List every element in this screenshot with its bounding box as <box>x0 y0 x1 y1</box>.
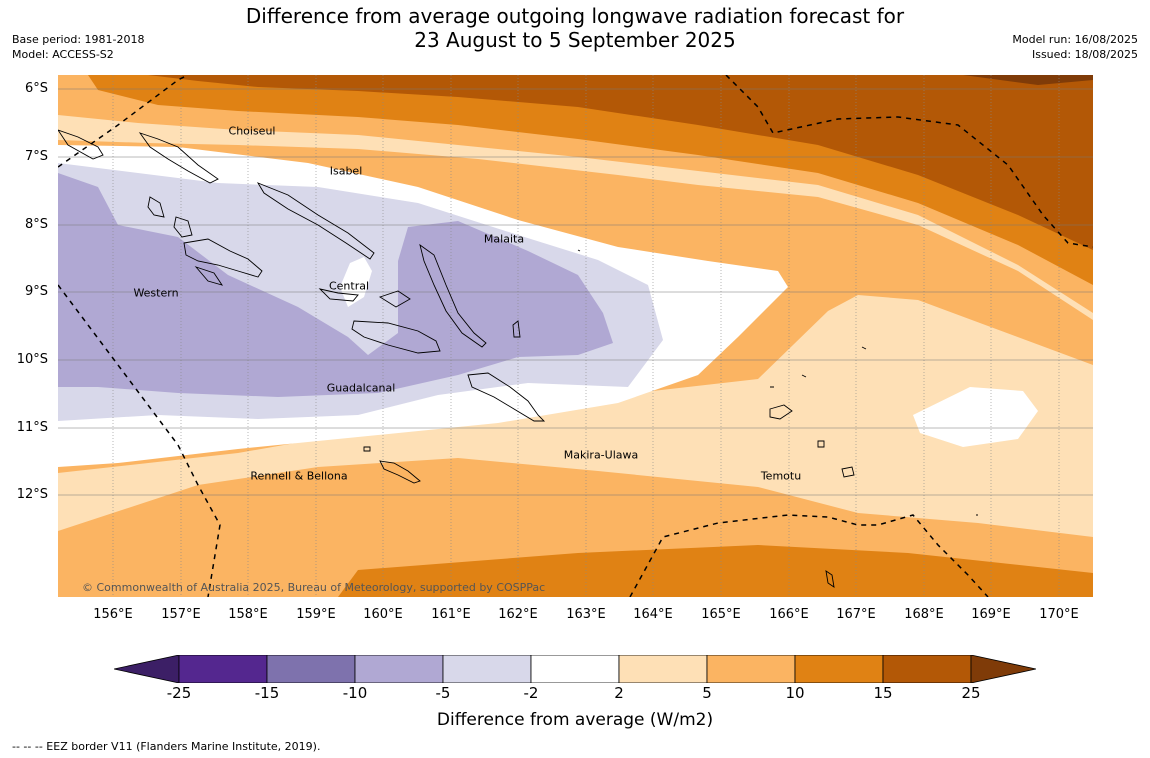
copyright-text: © Commonwealth of Australia 2025, Bureau… <box>82 581 546 594</box>
lon-label-159e: 159°E <box>296 607 336 622</box>
lon-label-168e: 168°E <box>904 607 944 622</box>
lat-label-11s: 11°S <box>16 420 48 435</box>
map-panel <box>58 75 1093 597</box>
santa-cruz-coast <box>769 404 793 420</box>
isabel-coast <box>256 182 375 260</box>
lat-label-9s: 9°S <box>24 284 48 299</box>
vanikoro-coast <box>841 466 855 478</box>
lon-label-156e: 156°E <box>93 607 133 622</box>
bellona-coast <box>363 446 371 452</box>
chart-title: Difference from average outgoing longwav… <box>0 4 1150 52</box>
lon-label-169e: 169°E <box>971 607 1011 622</box>
lat-label-6s: 6°S <box>24 81 48 96</box>
colorbar-tick-neg5: -5 <box>435 684 451 702</box>
colorbar-segment <box>882 655 972 683</box>
colorbar-tick-neg25: -25 <box>166 684 192 702</box>
fill-neutral-east <box>913 387 1038 447</box>
fill-neutral-hole <box>340 257 372 307</box>
lat-label-7s: 7°S <box>24 149 48 164</box>
choiseul-coast <box>138 132 219 184</box>
rennell-coast <box>379 460 421 484</box>
place-label-isabel: Isabel <box>329 164 363 178</box>
title-line-1: Difference from average outgoing longwav… <box>245 4 905 28</box>
fill-10-15-south <box>338 545 1093 597</box>
lat-label-10s: 10°S <box>16 352 48 367</box>
fill-over-25 <box>963 75 1093 85</box>
model-run: Model run: 16/08/2025 <box>1012 33 1138 46</box>
place-label-western: Western <box>133 286 179 300</box>
makira-coast <box>467 372 546 422</box>
contour-fills <box>58 75 1093 597</box>
colorbar-tick-25: 25 <box>961 684 981 702</box>
lon-label-167e: 167°E <box>836 607 876 622</box>
lon-label-170e: 170°E <box>1039 607 1079 622</box>
gridlines <box>58 75 1093 597</box>
colorbar-segment <box>530 655 620 683</box>
base-period: Base period: 1981-2018 <box>12 33 145 46</box>
florida-islands-coast <box>378 290 411 308</box>
fill-neg-5-10 <box>58 173 613 397</box>
place-label-makira-ulawa: Makira-Ulawa <box>563 448 639 462</box>
colorbar-tick-5: 5 <box>702 684 712 702</box>
lon-label-161e: 161°E <box>431 607 471 622</box>
eez-legend-note: -- -- -- EEZ border V11 (Flanders Marine… <box>12 740 321 753</box>
small-islets <box>577 249 978 516</box>
colorbar-segment <box>706 655 796 683</box>
bougainville-coast <box>58 129 104 160</box>
coastlines <box>58 129 978 588</box>
colorbar-extend-high <box>970 655 1036 683</box>
meta-right: Model run: 16/08/2025 Issued: 18/08/2025 <box>1012 32 1138 62</box>
colorbar-tick-10: 10 <box>785 684 805 702</box>
lon-label-165e: 165°E <box>701 607 741 622</box>
lon-label-166e: 166°E <box>769 607 809 622</box>
meta-left: Base period: 1981-2018 Model: ACCESS-S2 <box>12 32 144 62</box>
colorbar-segment <box>354 655 444 683</box>
lat-label-12s: 12°S <box>16 487 48 502</box>
lat-label-8s: 8°S <box>24 217 48 232</box>
colorbar-tick-neg2: -2 <box>523 684 539 702</box>
tikopia-coast <box>825 570 835 588</box>
colorbar-segment <box>178 655 268 683</box>
vella-lavella-coast <box>147 196 165 218</box>
colorbar-extend-low <box>114 655 180 683</box>
colorbar-segment <box>794 655 884 683</box>
lon-label-160e: 160°E <box>363 607 403 622</box>
colorbar-label: Difference from average (W/m2) <box>436 710 714 730</box>
place-label-guadalcanal: Guadalcanal <box>326 381 396 395</box>
malaita-coast <box>419 243 487 348</box>
model-name: Model: ACCESS-S2 <box>12 48 114 61</box>
lon-label-164e: 164°E <box>633 607 673 622</box>
colorbar-tick-neg10: -10 <box>342 684 368 702</box>
colorbar-segment <box>442 655 532 683</box>
title-line-2: 23 August to 5 September 2025 <box>414 28 736 52</box>
new-georgia-coast <box>183 238 263 278</box>
lon-label-157e: 157°E <box>161 607 201 622</box>
colorbar-segment <box>618 655 708 683</box>
russell-islands-coast <box>318 288 359 302</box>
utupua-coast <box>817 440 825 448</box>
rendova-coast <box>194 266 224 286</box>
guadalcanal-coast <box>351 320 441 354</box>
place-label-temotu: Temotu <box>760 469 802 483</box>
colorbar-segment <box>266 655 356 683</box>
place-label-malaita: Malaita <box>483 232 525 246</box>
place-label-central: Central <box>328 279 370 293</box>
colorbar-tick-15: 15 <box>873 684 893 702</box>
colorbar <box>114 655 1036 683</box>
colorbar-tick-2: 2 <box>614 684 624 702</box>
colorbar-segments <box>178 655 972 683</box>
kolombangara-coast <box>173 216 193 238</box>
issued-date: Issued: 18/08/2025 <box>1031 48 1138 61</box>
lon-label-162e: 162°E <box>498 607 538 622</box>
place-label-choiseul: Choiseul <box>228 124 276 138</box>
fill-2-5 <box>58 295 1093 537</box>
lon-label-158e: 158°E <box>228 607 268 622</box>
ulawa-coast <box>512 320 521 338</box>
colorbar-tick-neg15: -15 <box>254 684 280 702</box>
place-label-rennell-bellona: Rennell & Bellona <box>250 469 348 483</box>
eez-borders <box>58 75 1093 597</box>
lon-label-163e: 163°E <box>566 607 606 622</box>
